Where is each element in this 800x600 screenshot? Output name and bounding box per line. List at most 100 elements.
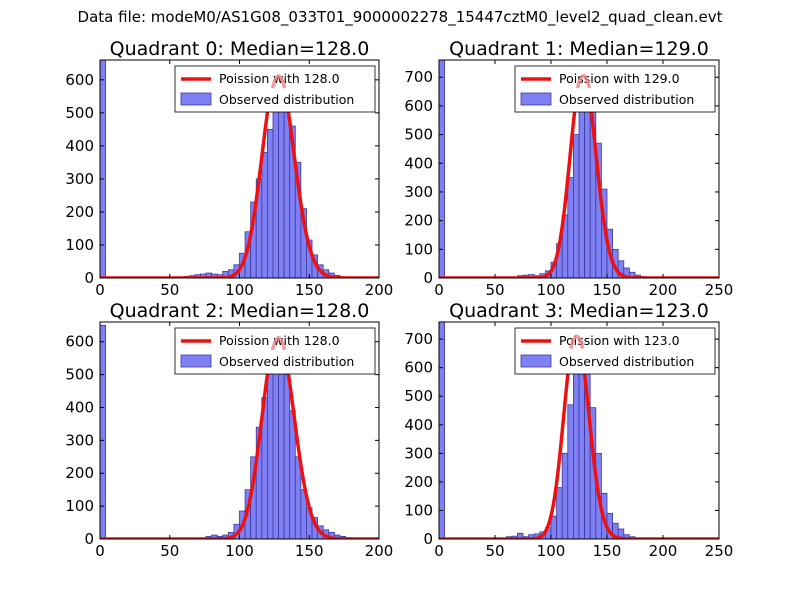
x-tick-label: 100 <box>225 542 254 560</box>
legend-label-observed: Observed distribution <box>559 354 694 369</box>
legend-label-poisson: Poission with 128.0 <box>219 71 340 86</box>
chart-panel-2: 0 50 100 150 200 0 100 200 300 400 500 600 Quadrant … <box>65 300 393 560</box>
poisson-curve-peak-overlay <box>270 335 287 351</box>
y-tick-label: 500 <box>404 387 433 405</box>
histogram-bar <box>439 60 445 278</box>
x-tick-label: 0 <box>95 542 105 560</box>
plot-area <box>100 324 379 539</box>
x-tick-label: 250 <box>705 542 734 560</box>
histogram-bar <box>561 452 569 539</box>
legend: Poission with 123.0 Observed distribution <box>514 327 716 375</box>
y-tick-label: 200 <box>65 464 94 482</box>
figure-suptitle: Data file: modeM0/AS1G08_033T01_90000022… <box>77 8 723 26</box>
legend-label-poisson: Poission with 128.0 <box>219 333 340 348</box>
histogram-bar <box>439 322 445 539</box>
chart-title: Quadrant 0: Median=128.0 <box>110 38 370 60</box>
legend-bar-swatch <box>520 92 552 106</box>
y-tick-label: 700 <box>404 68 433 86</box>
y-tick-label: 600 <box>404 359 433 377</box>
legend-label-observed: Observed distribution <box>219 92 354 107</box>
legend-bar-swatch <box>180 92 212 106</box>
x-tick-label: 50 <box>160 542 179 560</box>
histogram-bar <box>517 532 524 539</box>
y-tick-label: 0 <box>423 269 433 287</box>
poisson-curve-peak-overlay <box>569 334 585 349</box>
y-tick-label: 500 <box>404 126 433 144</box>
legend: Poission with 128.0 Observed distribution <box>174 65 376 113</box>
y-tick-label: 400 <box>65 137 94 155</box>
x-tick-label: 150 <box>593 542 622 560</box>
x-tick-label: 150 <box>295 542 324 560</box>
histogram-bar <box>283 374 291 539</box>
y-tick-label: 500 <box>65 366 94 384</box>
chart-title: Quadrant 2: Median=128.0 <box>110 300 370 322</box>
x-tick-label: 50 <box>485 542 504 560</box>
chart-panel-3: 0 50 100 150 200 250 0 100 200 300 400 500 600 700 Qua… <box>404 300 733 560</box>
chart-title: Quadrant 1: Median=129.0 <box>449 38 709 60</box>
x-tick-label: 200 <box>649 281 678 299</box>
legend-bar-swatch <box>520 354 552 368</box>
histogram-bar <box>567 404 574 539</box>
y-tick-label: 600 <box>404 97 433 115</box>
legend-label-observed: Observed distribution <box>559 92 694 107</box>
x-tick-label: 0 <box>434 542 444 560</box>
poisson-curve-peak-overlay <box>575 73 592 89</box>
histogram-bar <box>617 528 625 539</box>
y-tick-label: 0 <box>423 530 433 548</box>
y-tick-label: 200 <box>404 212 433 230</box>
y-tick-label: 200 <box>65 203 94 221</box>
y-tick-label: 400 <box>404 154 433 172</box>
y-tick-label: 300 <box>65 170 94 188</box>
y-tick-label: 100 <box>404 240 433 258</box>
y-tick-label: 500 <box>65 104 94 122</box>
x-tick-label: 200 <box>649 542 678 560</box>
legend: Poission with 128.0 Observed distribution <box>174 327 376 375</box>
y-tick-label: 0 <box>84 530 94 548</box>
histogram-bar <box>573 367 580 539</box>
x-tick-label: 50 <box>485 281 504 299</box>
chart-title: Quadrant 3: Median=123.0 <box>449 300 709 322</box>
histogram-bar <box>272 102 279 278</box>
y-tick-label: 600 <box>65 333 94 351</box>
poisson-curve <box>100 331 379 539</box>
y-tick-label: 400 <box>65 398 94 416</box>
x-tick-label: 150 <box>593 281 622 299</box>
axes-frame <box>438 321 720 540</box>
y-tick-label: 300 <box>404 183 433 201</box>
histogram-bar <box>100 324 106 539</box>
x-tick-label: 100 <box>537 281 566 299</box>
histogram-bar <box>556 487 563 539</box>
histogram-bar <box>266 367 274 539</box>
legend-label-poisson: Poission with 123.0 <box>559 333 680 348</box>
y-tick-label: 0 <box>84 269 94 287</box>
x-tick-label: 100 <box>225 281 254 299</box>
plot-area <box>100 60 379 278</box>
histogram-bar <box>573 134 580 278</box>
poisson-curve <box>100 69 379 278</box>
y-tick-label: 300 <box>65 431 94 449</box>
axes-frame <box>438 59 720 279</box>
x-tick-label: 100 <box>537 542 566 560</box>
x-tick-label: 150 <box>295 281 324 299</box>
histogram-bar <box>266 128 274 278</box>
histogram-bar <box>100 60 106 278</box>
y-tick-label: 600 <box>65 71 94 89</box>
histogram-bar <box>567 177 574 278</box>
y-tick-label: 100 <box>65 236 94 254</box>
histogram-bar <box>278 351 285 539</box>
x-tick-label: 0 <box>434 281 444 299</box>
poisson-curve-peak-overlay <box>270 74 287 89</box>
x-tick-label: 250 <box>705 281 734 299</box>
y-tick-label: 100 <box>404 501 433 519</box>
x-tick-label: 200 <box>365 542 394 560</box>
y-tick-label: 200 <box>404 473 433 491</box>
x-tick-label: 200 <box>365 281 394 299</box>
x-tick-label: 50 <box>160 281 179 299</box>
histogram-bar <box>261 152 268 278</box>
chart-panel-1: 0 50 100 150 200 250 0 100 200 300 400 500 600 700 Qua… <box>404 38 733 299</box>
legend-label-observed: Observed distribution <box>219 354 354 369</box>
legend-bar-swatch <box>180 354 212 368</box>
